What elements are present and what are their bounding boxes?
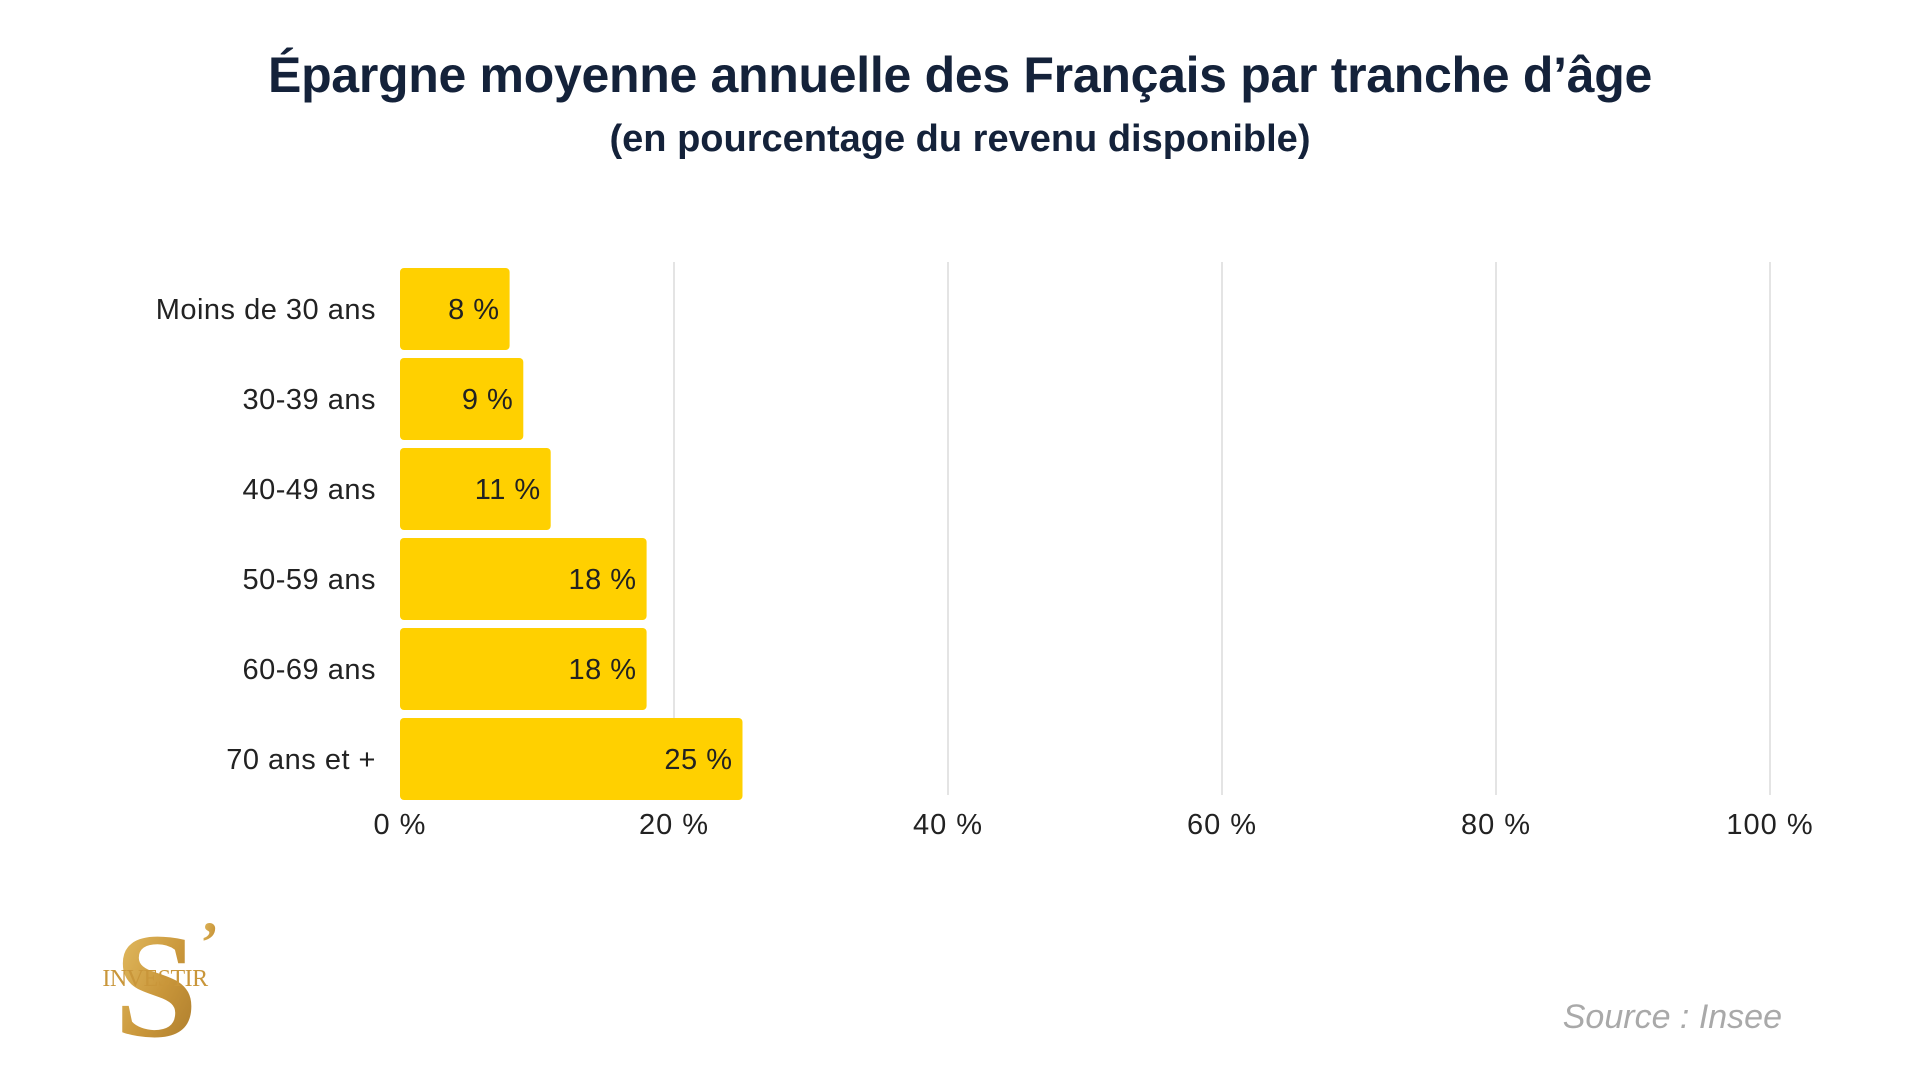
data-label: 18 % (568, 654, 636, 686)
x-tick-label: 20 % (639, 809, 709, 841)
x-tick-label: 0 % (374, 809, 427, 841)
category-label: 50-59 ans (243, 564, 377, 596)
data-label: 11 % (475, 474, 541, 506)
grid-lines (673, 262, 1771, 795)
data-label: 18 % (568, 564, 636, 596)
x-tick-label: 60 % (1187, 809, 1257, 841)
labels: 0 % 20 % 40 % 60 % 80 % 100 % Moins de 30 ans 8… (156, 294, 1813, 841)
bar (400, 628, 647, 710)
category-label: 70 ans et + (226, 744, 376, 776)
bar (400, 718, 743, 800)
bar (400, 538, 647, 620)
category-label: 60-69 ans (243, 654, 377, 686)
bar (400, 448, 551, 530)
chart-subtitle: (en pourcentage du revenu disponible) (609, 118, 1311, 160)
data-label: 8 % (448, 294, 499, 326)
x-tick-label: 80 % (1461, 809, 1531, 841)
category-label: Moins de 30 ans (156, 294, 376, 326)
bar-chart: 0 % 20 % 40 % 60 % 80 % 100 % Moins de 30 ans 8… (156, 262, 1813, 841)
bar (400, 358, 524, 440)
source-note: Source : Insee (1562, 998, 1782, 1036)
bars (400, 268, 743, 800)
investir-logo: S ’ INVESTIR (102, 910, 219, 1050)
x-tick-label: 100 % (1726, 809, 1813, 841)
category-label: 40-49 ans (243, 474, 377, 506)
logo-text: INVESTIR (102, 966, 208, 992)
logo-letter: S (114, 910, 197, 1050)
data-label: 9 % (462, 384, 513, 416)
logo-apostrophe: ’ (200, 910, 219, 975)
x-tick-label: 40 % (913, 809, 983, 841)
bar (400, 268, 510, 350)
data-label: 25 % (664, 744, 732, 776)
category-label: 30-39 ans (243, 384, 377, 416)
chart-title: Épargne moyenne annuelle des Français pa… (268, 47, 1652, 103)
